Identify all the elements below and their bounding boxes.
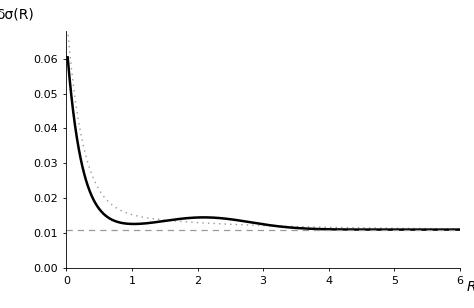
Y-axis label: δσ(R): δσ(R) [0,7,34,21]
X-axis label: R: R [467,280,474,294]
